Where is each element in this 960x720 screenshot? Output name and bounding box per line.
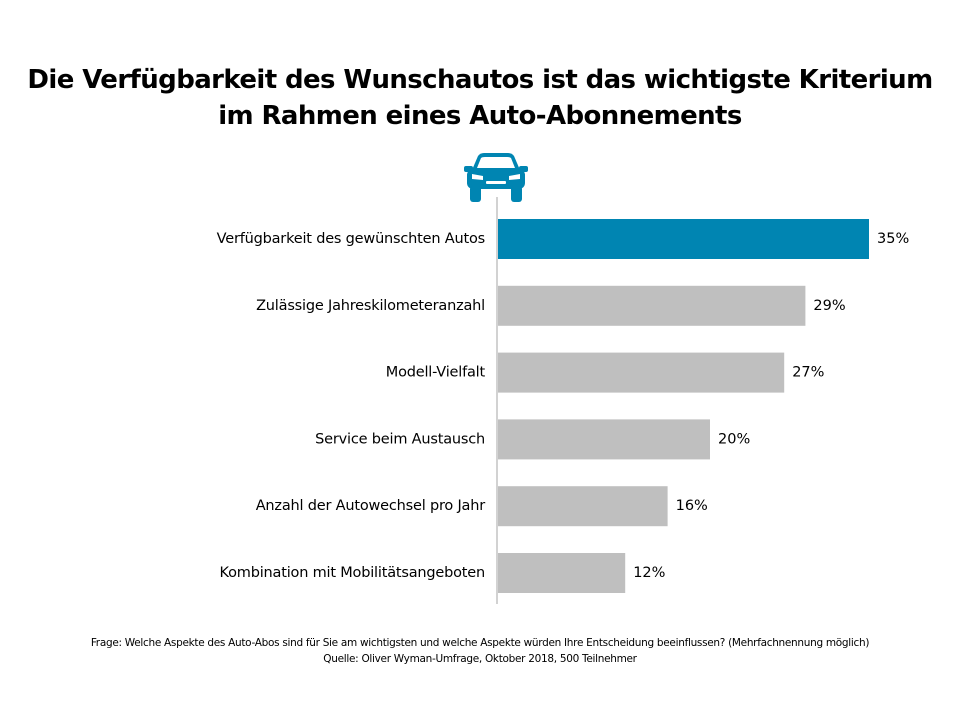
category-label-4: Service beim Austausch bbox=[315, 431, 485, 447]
category-label-6: Kombination mit Mobilitätsangeboten bbox=[220, 565, 485, 581]
category-label-5: Anzahl der Autowechsel pro Jahr bbox=[256, 498, 486, 514]
car-icon bbox=[464, 153, 528, 202]
bar-5 bbox=[498, 486, 668, 527]
category-label-2: Zulässige Jahreskilometeranzahl bbox=[256, 298, 485, 314]
chart-title: Die Verfügbarkeit des Wunschautos ist da… bbox=[0, 62, 960, 134]
chart-title-line-2: im Rahmen eines Auto-Abonnements bbox=[218, 101, 742, 131]
bar-6 bbox=[498, 553, 626, 593]
value-label-4: 20% bbox=[718, 431, 750, 447]
bar-2 bbox=[498, 285, 806, 326]
footnote-source: Quelle: Oliver Wyman-Umfrage, Oktober 20… bbox=[323, 653, 637, 665]
category-label-3: Modell-Vielfalt bbox=[386, 365, 486, 381]
bar-1 bbox=[498, 219, 869, 259]
value-label-2: 29% bbox=[813, 298, 845, 314]
bar-4 bbox=[498, 419, 710, 460]
value-label-6: 12% bbox=[633, 565, 665, 581]
category-label-1: Verfügbarkeit des gewünschten Autos bbox=[217, 231, 485, 247]
chart-title-line-1: Die Verfügbarkeit des Wunschautos ist da… bbox=[27, 65, 933, 95]
footnote-question: Frage: Welche Aspekte des Auto-Abos sind… bbox=[90, 637, 870, 649]
value-label-5: 16% bbox=[676, 498, 708, 514]
value-label-3: 27% bbox=[792, 365, 824, 381]
bar-3 bbox=[498, 352, 785, 393]
value-label-1: 35% bbox=[877, 231, 909, 247]
